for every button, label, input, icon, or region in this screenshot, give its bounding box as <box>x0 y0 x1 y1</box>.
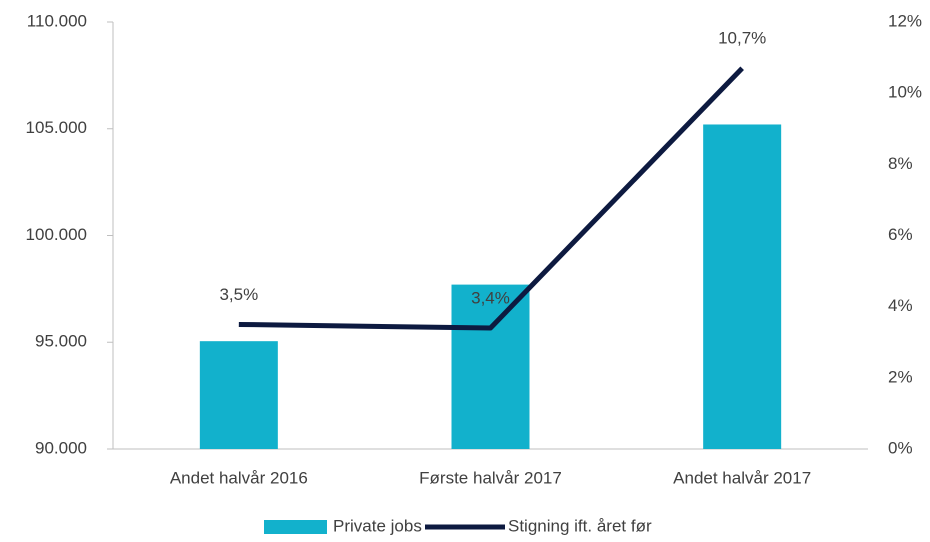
y-tick-label: 95.000 <box>35 332 87 351</box>
data-label: 3,4% <box>471 289 510 308</box>
x-tick-label: Andet halvår 2017 <box>673 468 811 487</box>
data-label: 3,5% <box>219 285 258 304</box>
y-tick-label: 90.000 <box>35 438 87 457</box>
y2-tick-label: 2% <box>888 367 913 386</box>
y-tick-label: 105.000 <box>26 118 87 137</box>
y2-tick-label: 12% <box>888 11 922 30</box>
y-tick-label: 100.000 <box>26 225 87 244</box>
y2-tick-label: 0% <box>888 438 913 457</box>
bar <box>703 124 782 449</box>
data-label: 10,7% <box>718 29 766 48</box>
y2-tick-label: 10% <box>888 83 922 102</box>
x-tick-label: Første halvår 2017 <box>419 468 562 487</box>
y2-tick-label: 6% <box>888 225 913 244</box>
legend-label: Private jobs <box>333 516 422 535</box>
bar <box>451 284 530 449</box>
y2-tick-label: 8% <box>888 154 913 173</box>
x-tick-label: Andet halvår 2016 <box>170 468 308 487</box>
legend-label: Stigning ift. året før <box>508 516 652 535</box>
legend-swatch <box>264 520 327 534</box>
bar <box>199 341 278 449</box>
line <box>238 66 744 331</box>
y2-tick-label: 4% <box>888 296 913 315</box>
y-tick-label: 110.000 <box>27 11 87 30</box>
